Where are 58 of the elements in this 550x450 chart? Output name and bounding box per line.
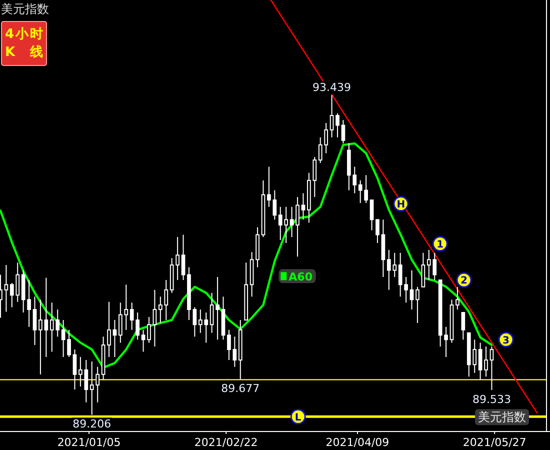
candlestick bbox=[450, 299, 454, 344]
candlestick bbox=[4, 264, 8, 312]
candlestick bbox=[250, 252, 254, 298]
candlestick bbox=[61, 320, 66, 358]
candlestick bbox=[376, 219, 380, 244]
candlestick bbox=[72, 348, 77, 390]
candlestick bbox=[141, 329, 146, 352]
chart-title: 美元指数 bbox=[1, 2, 49, 16]
candlestick bbox=[290, 206, 294, 238]
annotation: 93.439 bbox=[312, 81, 352, 94]
candlestick bbox=[484, 346, 488, 378]
candlestick bbox=[370, 200, 374, 231]
candlestick bbox=[490, 346, 494, 391]
annotation: 3 bbox=[502, 335, 510, 346]
candlestick bbox=[181, 234, 186, 281]
candlestick bbox=[238, 320, 242, 380]
candlestick bbox=[261, 180, 266, 238]
annotation: L bbox=[294, 412, 302, 424]
candlestick bbox=[256, 226, 260, 268]
candlestick bbox=[301, 192, 306, 220]
annotation: 89.206 bbox=[72, 418, 112, 431]
annotation: 89.533 bbox=[472, 393, 511, 406]
candlestick bbox=[421, 252, 426, 288]
candlestick bbox=[107, 301, 111, 358]
candlestick bbox=[112, 320, 117, 358]
x-tick-label: 2021/02/22 bbox=[194, 436, 258, 449]
candlestick bbox=[296, 196, 300, 258]
x-tick-label: 2021/04/09 bbox=[326, 436, 390, 449]
candlestick bbox=[478, 342, 482, 380]
candlestick bbox=[44, 277, 48, 358]
annotation: 89.677 bbox=[221, 382, 260, 396]
annotation: 1 bbox=[436, 239, 444, 250]
legend-label: A60 bbox=[288, 270, 313, 284]
candlestick bbox=[67, 329, 71, 358]
candlestick bbox=[227, 329, 231, 361]
text: 4小时 K 线 bbox=[5, 27, 43, 60]
x-tick-label: 2021/01/05 bbox=[57, 436, 121, 449]
candlestick bbox=[381, 219, 386, 278]
annotation: 2 bbox=[460, 276, 468, 287]
candlestick bbox=[336, 112, 340, 138]
candlestick bbox=[192, 306, 197, 338]
annotation: H bbox=[396, 199, 406, 210]
x-tick-label: 2021/05/27 bbox=[462, 436, 526, 449]
ref-line-label: 美元指数 bbox=[478, 410, 526, 424]
candlestick bbox=[152, 289, 157, 347]
candlestick bbox=[456, 286, 460, 310]
candlestick bbox=[147, 316, 151, 344]
candlestick bbox=[221, 296, 226, 340]
candlestick bbox=[461, 312, 466, 340]
candlestick bbox=[416, 286, 420, 324]
candlestick bbox=[101, 336, 106, 380]
candlestick bbox=[32, 296, 37, 346]
candlestick bbox=[38, 299, 42, 375]
candlestick bbox=[244, 262, 248, 321]
candlestick bbox=[341, 120, 346, 144]
candlestick bbox=[232, 336, 237, 368]
candlestick bbox=[187, 266, 191, 321]
candlestick bbox=[410, 270, 414, 310]
